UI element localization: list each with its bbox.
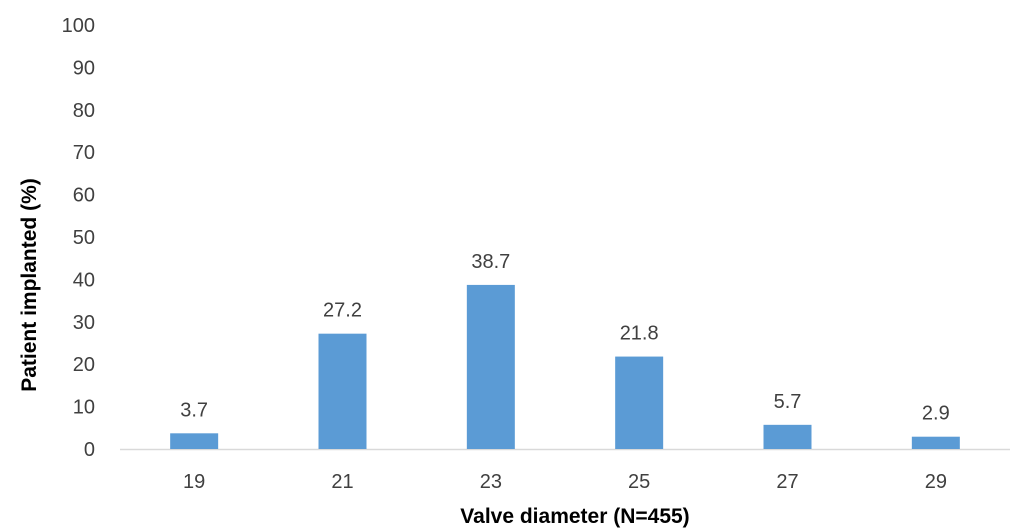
y-axis-tick-labels: 0 10 20 30 40 50 60 70 80 90 100 xyxy=(62,15,95,461)
y-tick-label: 100 xyxy=(62,15,95,37)
y-tick-label: 0 xyxy=(84,439,95,461)
x-axis-tick-labels: 19 21 23 25 27 29 xyxy=(183,471,947,493)
y-tick-label: 80 xyxy=(73,100,95,122)
x-tick-label-21: 21 xyxy=(331,471,353,493)
bar-series xyxy=(170,284,960,449)
y-tick-label: 40 xyxy=(73,269,95,291)
data-label-21: 27.2 xyxy=(323,300,362,322)
y-tick-label: 10 xyxy=(73,397,95,419)
x-tick-label-27: 27 xyxy=(776,471,798,493)
bar-19 xyxy=(170,433,219,449)
bar-29 xyxy=(911,436,960,449)
data-label-29: 2.9 xyxy=(922,403,950,425)
y-tick-label: 50 xyxy=(73,227,95,249)
data-label-23: 38.7 xyxy=(471,251,510,273)
y-tick-label: 60 xyxy=(73,185,95,207)
y-tick-label: 70 xyxy=(73,142,95,164)
x-tick-label-19: 19 xyxy=(183,471,205,493)
bar-23 xyxy=(466,284,515,449)
data-label-27: 5.7 xyxy=(774,391,802,413)
bar-27 xyxy=(763,424,812,449)
bar-25 xyxy=(615,356,664,449)
data-label-25: 21.8 xyxy=(620,323,659,345)
data-labels: 3.7 27.2 38.7 21.8 5.7 2.9 xyxy=(180,251,949,425)
x-tick-label-25: 25 xyxy=(628,471,650,493)
data-label-19: 3.7 xyxy=(180,399,208,421)
bar-21 xyxy=(318,333,367,449)
y-tick-label: 20 xyxy=(73,354,95,376)
x-tick-label-23: 23 xyxy=(480,471,502,493)
x-tick-label-29: 29 xyxy=(925,471,947,493)
x-axis-title: Valve diameter (N=455) xyxy=(460,505,689,528)
y-axis-title: Patient implanted (%) xyxy=(18,178,41,392)
y-tick-label: 90 xyxy=(73,57,95,79)
y-tick-label: 30 xyxy=(73,312,95,334)
